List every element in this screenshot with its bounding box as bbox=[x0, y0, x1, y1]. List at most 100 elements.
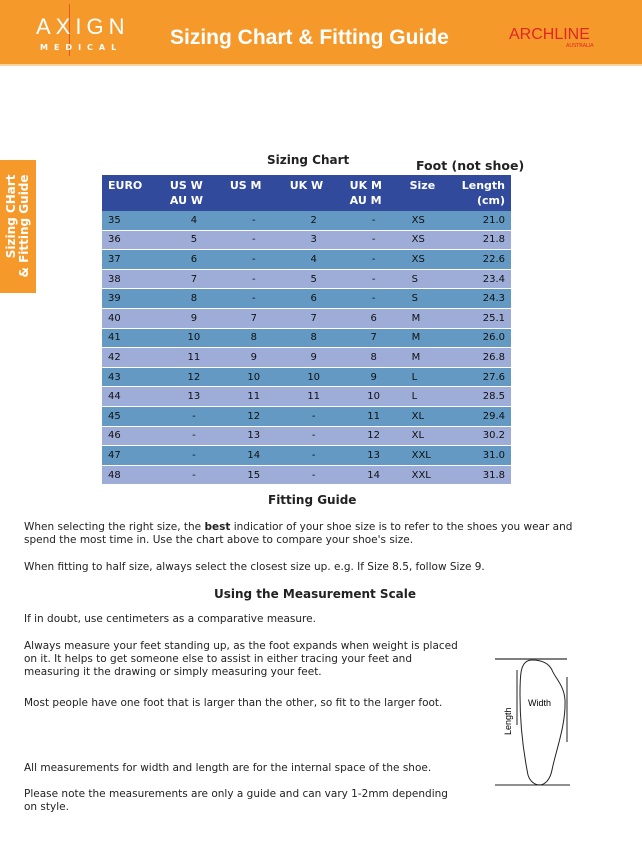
table-cell: 14 bbox=[343, 465, 404, 486]
table-cell: - bbox=[223, 269, 284, 290]
table-cell: XXL bbox=[403, 445, 456, 466]
table-cell: 39 bbox=[102, 288, 164, 309]
table-cell: XL bbox=[403, 406, 456, 427]
table-row: 43 12 10 10 9 L 27.6 bbox=[102, 367, 511, 388]
column-header: UK M AU M bbox=[343, 175, 404, 211]
table-cell: 7 bbox=[223, 308, 284, 329]
table-cell: 30.2 bbox=[455, 426, 511, 447]
table-cell: 9 bbox=[223, 347, 284, 368]
table-cell: 9 bbox=[343, 367, 404, 388]
axign-logo-mark bbox=[69, 4, 70, 56]
table-cell: XS bbox=[403, 211, 456, 231]
table-cell: - bbox=[283, 465, 344, 486]
table-cell: 29.4 bbox=[455, 406, 511, 427]
table-cell: S bbox=[403, 288, 456, 309]
table-cell: 13 bbox=[223, 426, 284, 447]
table-cell: 4 bbox=[163, 211, 224, 231]
diagram-width-label: Width bbox=[528, 698, 551, 708]
table-cell: 45 bbox=[102, 406, 164, 427]
table-cell: 10 bbox=[163, 328, 224, 349]
table-row: 39 8-6- S 24.3 bbox=[102, 288, 511, 309]
table-cell: 7 bbox=[283, 308, 344, 329]
table-cell: 11 bbox=[163, 347, 224, 368]
table-cell: 21.0 bbox=[455, 211, 511, 231]
table-cell: 11 bbox=[283, 386, 344, 407]
fitting-paragraph-2: When fitting to half size, always select… bbox=[24, 561, 485, 573]
table-row: 40 9 7 7 6 M 25.1 bbox=[102, 308, 511, 329]
table-cell: M bbox=[403, 347, 456, 368]
table-cell: 43 bbox=[102, 367, 164, 388]
table-cell: XS bbox=[403, 249, 456, 270]
table-cell: 3 bbox=[283, 230, 344, 251]
table-cell: 36 bbox=[102, 230, 164, 251]
table-cell: 12 bbox=[223, 406, 284, 427]
table-cell: 14 bbox=[223, 445, 284, 466]
table-cell: 10 bbox=[283, 367, 344, 388]
table-cell: XS bbox=[403, 230, 456, 251]
table-cell: S bbox=[403, 269, 456, 290]
table-cell: 38 bbox=[102, 269, 164, 290]
column-header: US M bbox=[223, 175, 284, 211]
column-header: EURO bbox=[102, 175, 164, 211]
table-cell: 6 bbox=[343, 308, 404, 329]
fitting-title: Fitting Guide bbox=[268, 493, 357, 507]
table-cell: 24.3 bbox=[455, 288, 511, 309]
table-cell: 5 bbox=[283, 269, 344, 290]
table-cell: - bbox=[163, 406, 224, 427]
table-cell: XXL bbox=[403, 465, 456, 486]
table-cell: 21.8 bbox=[455, 230, 511, 251]
measure-paragraph-3: Most people have one foot that is larger… bbox=[24, 697, 443, 709]
table-cell: - bbox=[163, 445, 224, 466]
column-header: US W AU W bbox=[163, 175, 224, 211]
table-cell: 6 bbox=[283, 288, 344, 309]
table-cell: XL bbox=[403, 426, 456, 447]
table-cell: 26.8 bbox=[455, 347, 511, 368]
archline-logo-sub: AUSTRALIA bbox=[566, 43, 594, 49]
table-row: 44 13 11 11 10 L 28.5 bbox=[102, 386, 511, 407]
table-cell: 15 bbox=[223, 465, 284, 486]
table-cell: - bbox=[163, 426, 224, 447]
table-cell: L bbox=[403, 386, 456, 407]
measure-paragraph-1: If in doubt, use centimeters as a compar… bbox=[24, 613, 316, 625]
measure-paragraph-5: Please note the measurements are only a … bbox=[24, 788, 448, 813]
table-cell: 9 bbox=[163, 308, 224, 329]
table-cell: 11 bbox=[223, 386, 284, 407]
table-row: 37 6-4- XS 22.6 bbox=[102, 249, 511, 270]
side-tab-line1: Sizing CHart bbox=[4, 174, 18, 259]
table-cell: 6 bbox=[163, 249, 224, 270]
table-cell: 37 bbox=[102, 249, 164, 270]
table-cell: 27.6 bbox=[455, 367, 511, 388]
table-cell: 10 bbox=[223, 367, 284, 388]
table-cell: 25.1 bbox=[455, 308, 511, 329]
table-cell: 11 bbox=[343, 406, 404, 427]
chart-title: Sizing Chart bbox=[267, 153, 350, 167]
table-cell: - bbox=[223, 249, 284, 270]
foot-diagram: Width Length bbox=[495, 658, 570, 786]
table-cell: - bbox=[223, 288, 284, 309]
table-row: 41 10 8 8 7 M 26.0 bbox=[102, 328, 511, 349]
table-cell: - bbox=[343, 288, 404, 309]
table-cell: 5 bbox=[163, 230, 224, 251]
side-tab-line2: & Fitting Guide bbox=[17, 174, 31, 278]
table-cell: 35 bbox=[102, 211, 164, 231]
table-row: 47-14-13 XXL 31.0 bbox=[102, 445, 511, 466]
table-row: 38 7-5- S 23.4 bbox=[102, 269, 511, 290]
table-cell: L bbox=[403, 367, 456, 388]
table-cell: - bbox=[223, 211, 284, 231]
page-title: Sizing Chart & Fitting Guide bbox=[170, 26, 449, 49]
table-cell: 13 bbox=[343, 445, 404, 466]
archline-logo: ARCHLINE bbox=[509, 26, 590, 43]
table-cell: - bbox=[283, 406, 344, 427]
column-header: Size bbox=[403, 175, 456, 211]
table-cell: M bbox=[403, 328, 456, 349]
column-header: UK W bbox=[283, 175, 344, 211]
table-cell: 48 bbox=[102, 465, 164, 486]
measure-paragraph-4: All measurements for width and length ar… bbox=[24, 762, 432, 774]
table-cell: 2 bbox=[283, 211, 344, 231]
column-header: Length (cm) bbox=[455, 175, 511, 211]
table-cell: 42 bbox=[102, 347, 164, 368]
table-cell: 31.8 bbox=[455, 465, 511, 486]
table-cell: 9 bbox=[283, 347, 344, 368]
table-cell: - bbox=[343, 211, 404, 231]
table-row: 35 4-2- XS 21.0 bbox=[102, 211, 511, 231]
